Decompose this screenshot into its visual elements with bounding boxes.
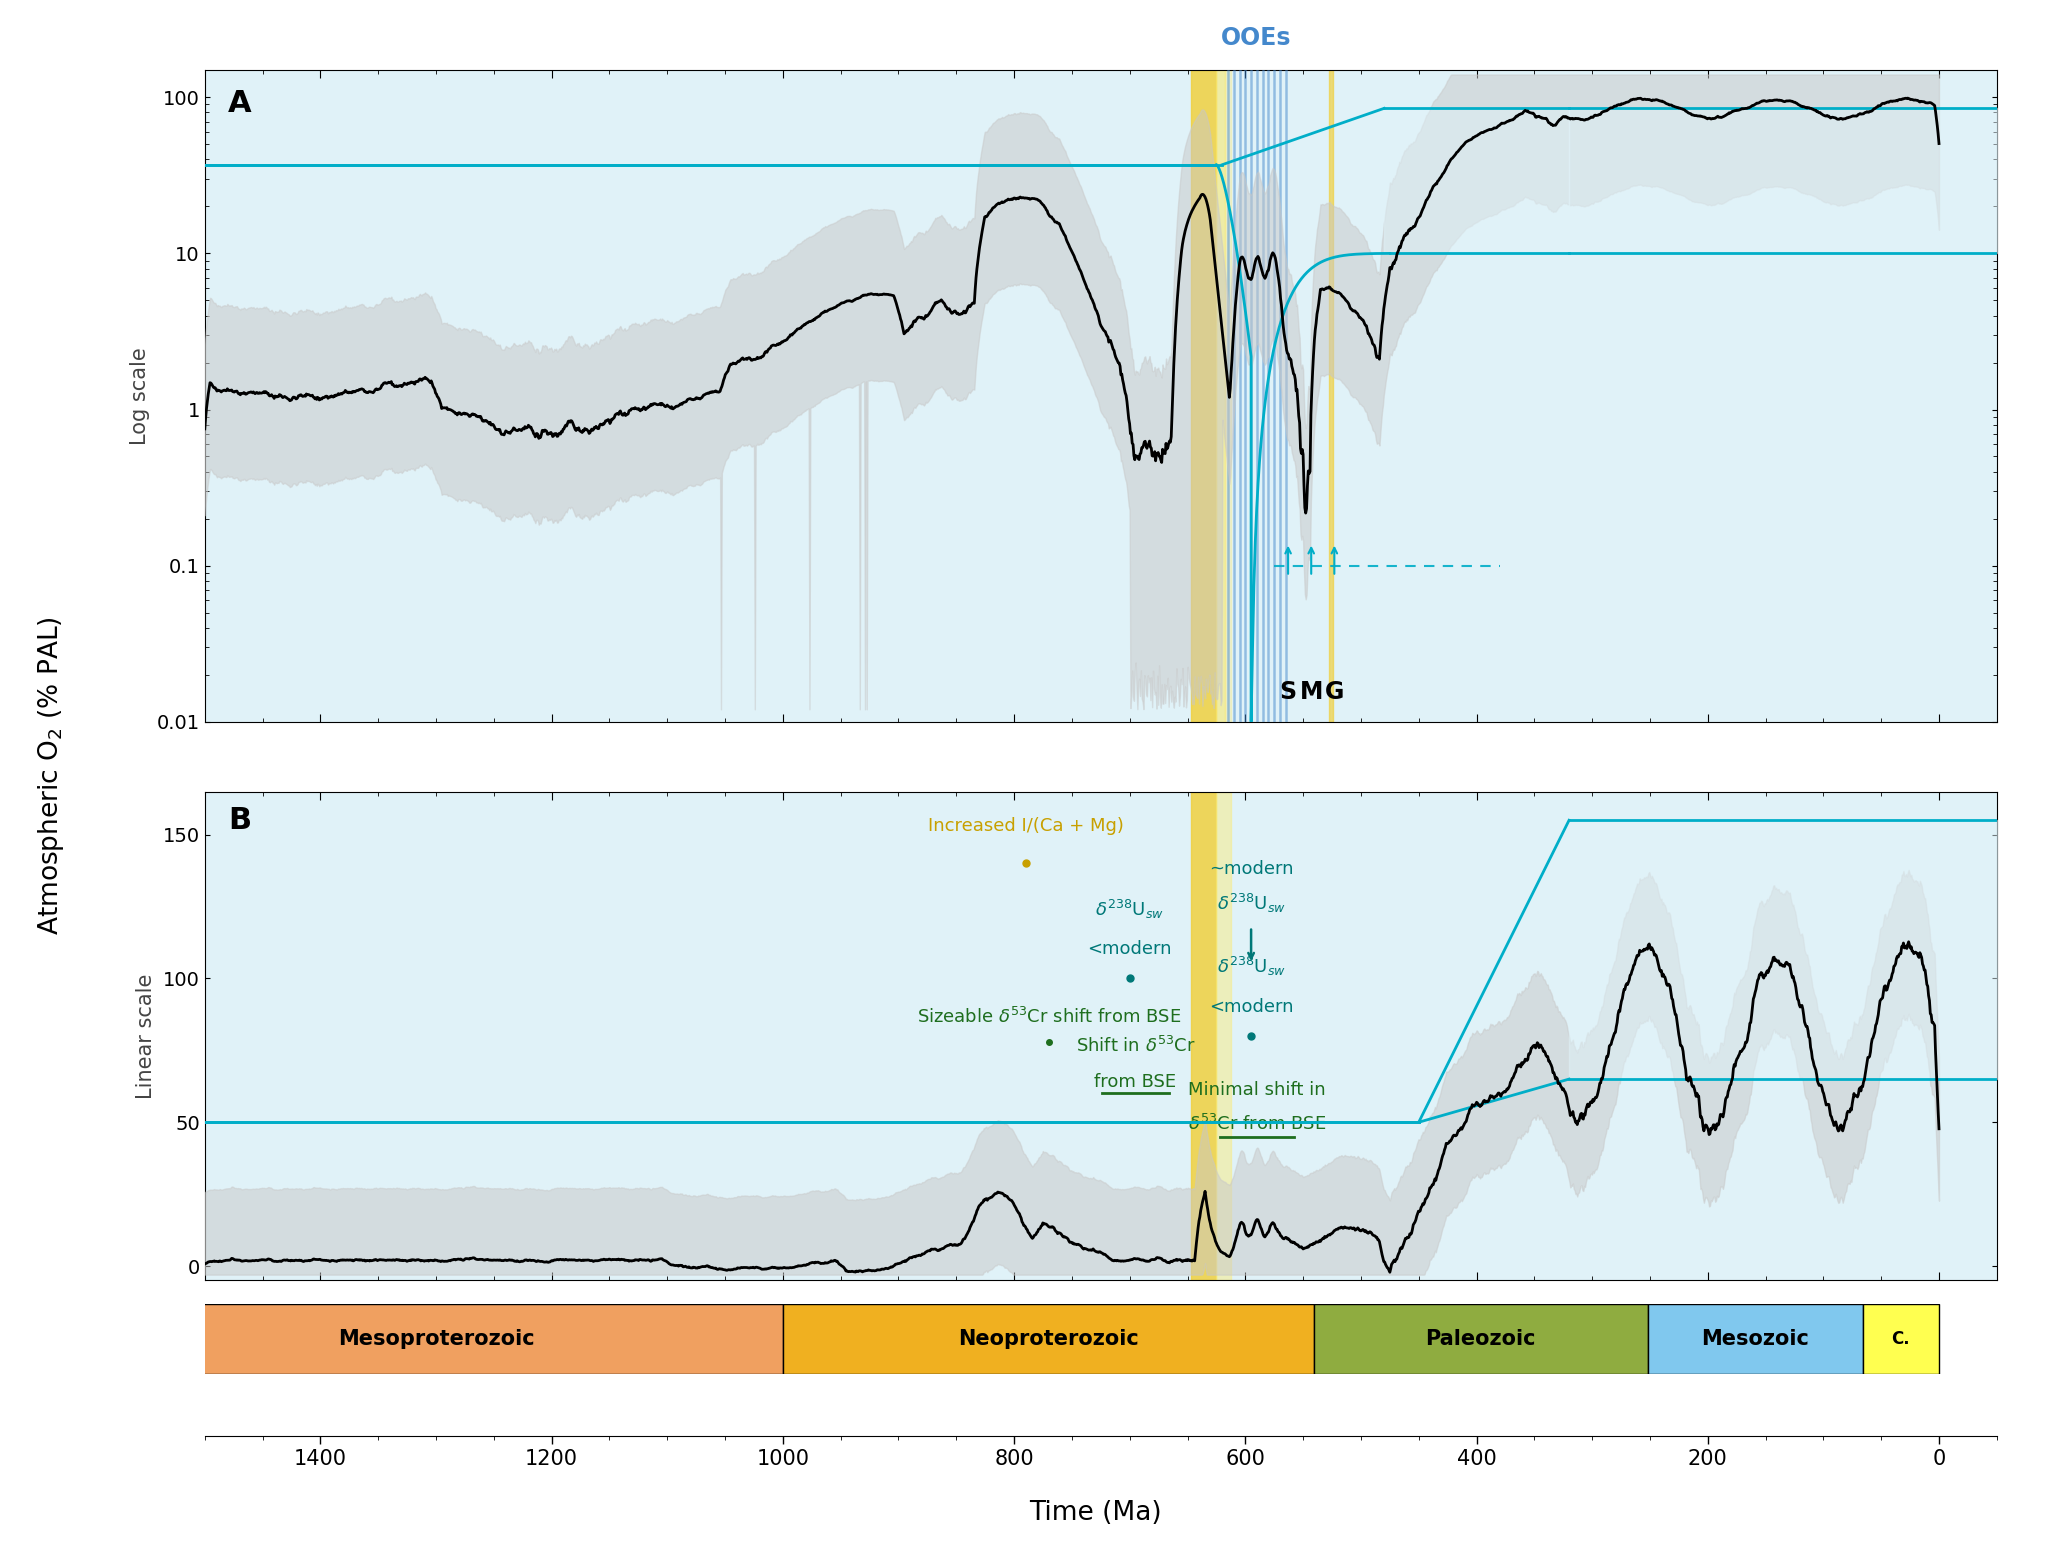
Text: $\delta^{238}$U$_{sw}$: $\delta^{238}$U$_{sw}$ (1217, 956, 1286, 978)
Bar (1225, 70, 1231, 722)
Text: $\delta^{238}$U$_{sw}$: $\delta^{238}$U$_{sw}$ (1217, 892, 1286, 916)
Text: Sizeable $\delta^{53}$Cr shift from BSE: Sizeable $\delta^{53}$Cr shift from BSE (918, 1007, 1182, 1027)
Text: M: M (1300, 680, 1323, 705)
Bar (90, 1304, 782, 1374)
Bar (1217, 70, 1225, 722)
Bar (1649, 1304, 1864, 1374)
Text: <modern: <modern (1087, 941, 1171, 958)
Text: Increased I/(Ca + Mg): Increased I/(Ca + Mg) (928, 816, 1124, 835)
Text: Paleozoic: Paleozoic (1425, 1329, 1536, 1349)
Bar (782, 1304, 1313, 1374)
Text: $\delta^{53}$Cr from BSE: $\delta^{53}$Cr from BSE (1188, 1114, 1325, 1133)
Text: B: B (227, 805, 252, 835)
Text: Minimal shift in: Minimal shift in (1188, 1082, 1325, 1099)
Y-axis label: Linear scale: Linear scale (135, 973, 156, 1099)
Text: <modern: <modern (1208, 998, 1294, 1017)
Text: ~modern: ~modern (1208, 860, 1294, 878)
Bar (1192, 70, 1217, 722)
Y-axis label: Log scale: Log scale (129, 348, 150, 444)
Text: G: G (1325, 680, 1343, 705)
Text: Time (Ma): Time (Ma) (1030, 1501, 1161, 1526)
Text: Mesozoic: Mesozoic (1702, 1329, 1808, 1349)
Bar (1192, 792, 1217, 1280)
Text: S: S (1280, 680, 1296, 705)
Text: OOEs: OOEs (1221, 26, 1290, 50)
Text: Neoproterozoic: Neoproterozoic (958, 1329, 1139, 1349)
Text: C.: C. (1892, 1330, 1911, 1347)
Bar (1313, 1304, 1649, 1374)
Text: $\delta^{238}$U$_{sw}$: $\delta^{238}$U$_{sw}$ (1096, 897, 1163, 920)
Bar (1329, 70, 1333, 722)
Text: Atmospheric O$_2$ (% PAL): Atmospheric O$_2$ (% PAL) (37, 616, 66, 936)
Text: A: A (227, 90, 252, 118)
Bar (1217, 792, 1231, 1280)
Bar (1864, 1304, 1939, 1374)
Text: Shift in $\delta^{53}$Cr: Shift in $\delta^{53}$Cr (1075, 1037, 1196, 1055)
Text: Mesoproterozoic: Mesoproterozoic (338, 1329, 535, 1349)
Text: from BSE: from BSE (1094, 1072, 1176, 1091)
